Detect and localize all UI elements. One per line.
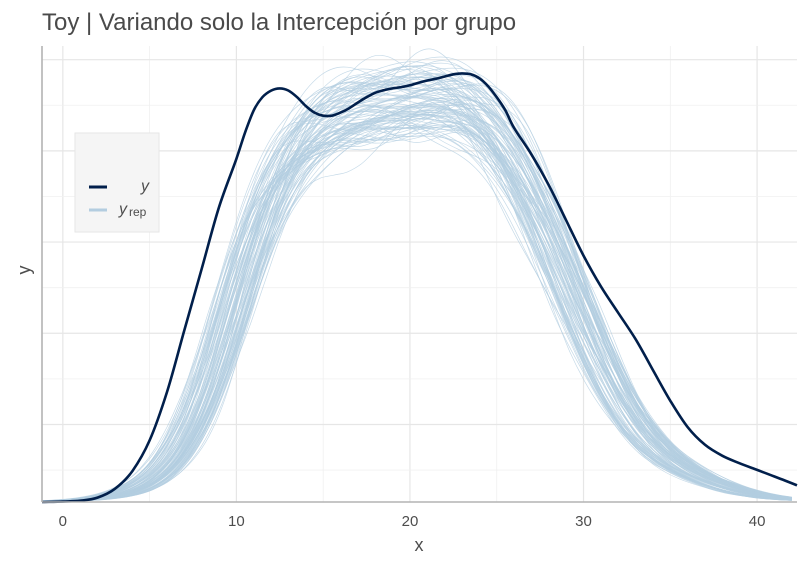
yrep-draw-line xyxy=(41,79,792,502)
axes xyxy=(41,46,797,503)
yrep-draw-line xyxy=(41,123,792,503)
x-tick-labels: 0 10 20 30 40 xyxy=(59,513,766,530)
yrep-draw-line xyxy=(41,71,792,502)
yrep-draw-line xyxy=(41,113,792,502)
yrep-draw-line xyxy=(41,95,792,502)
chart-title: Toy | Variando solo la Intercepción por … xyxy=(42,9,516,36)
legend: y y rep xyxy=(74,132,160,233)
yrep-draw-line xyxy=(41,114,792,502)
yrep-draw-line xyxy=(41,104,792,503)
x-tick-label: 0 xyxy=(59,513,67,530)
yrep-draw-line xyxy=(41,115,792,502)
legend-box xyxy=(74,132,160,233)
yrep-draw-line xyxy=(41,97,792,502)
yrep-series xyxy=(41,48,792,503)
x-tick-label: 10 xyxy=(228,513,245,530)
yrep-draw-line xyxy=(41,66,792,502)
yrep-draw-line xyxy=(41,73,792,502)
yrep-draw-line xyxy=(41,121,792,502)
x-tick-label: 30 xyxy=(575,513,592,530)
yrep-draw-line xyxy=(41,76,792,502)
x-axis-title: x xyxy=(415,535,424,555)
yrep-draw-line xyxy=(41,86,792,502)
yrep-draw-line xyxy=(41,94,792,502)
yrep-draw-line xyxy=(41,101,792,502)
y-density-line xyxy=(41,72,798,504)
yrep-draw-line xyxy=(41,100,792,502)
x-tick-label: 40 xyxy=(749,513,766,530)
yrep-draw-line xyxy=(41,54,792,502)
yrep-draw-line xyxy=(41,114,792,503)
x-tick-label: 20 xyxy=(402,513,419,530)
y-axis-title: y xyxy=(14,266,34,275)
yrep-draw-line xyxy=(41,48,792,502)
yrep-draw-line xyxy=(41,76,792,502)
yrep-draw-line xyxy=(41,102,792,502)
legend-label-yrep: y rep xyxy=(118,201,147,219)
y-series xyxy=(41,72,798,504)
legend-label-y: y xyxy=(140,178,150,195)
